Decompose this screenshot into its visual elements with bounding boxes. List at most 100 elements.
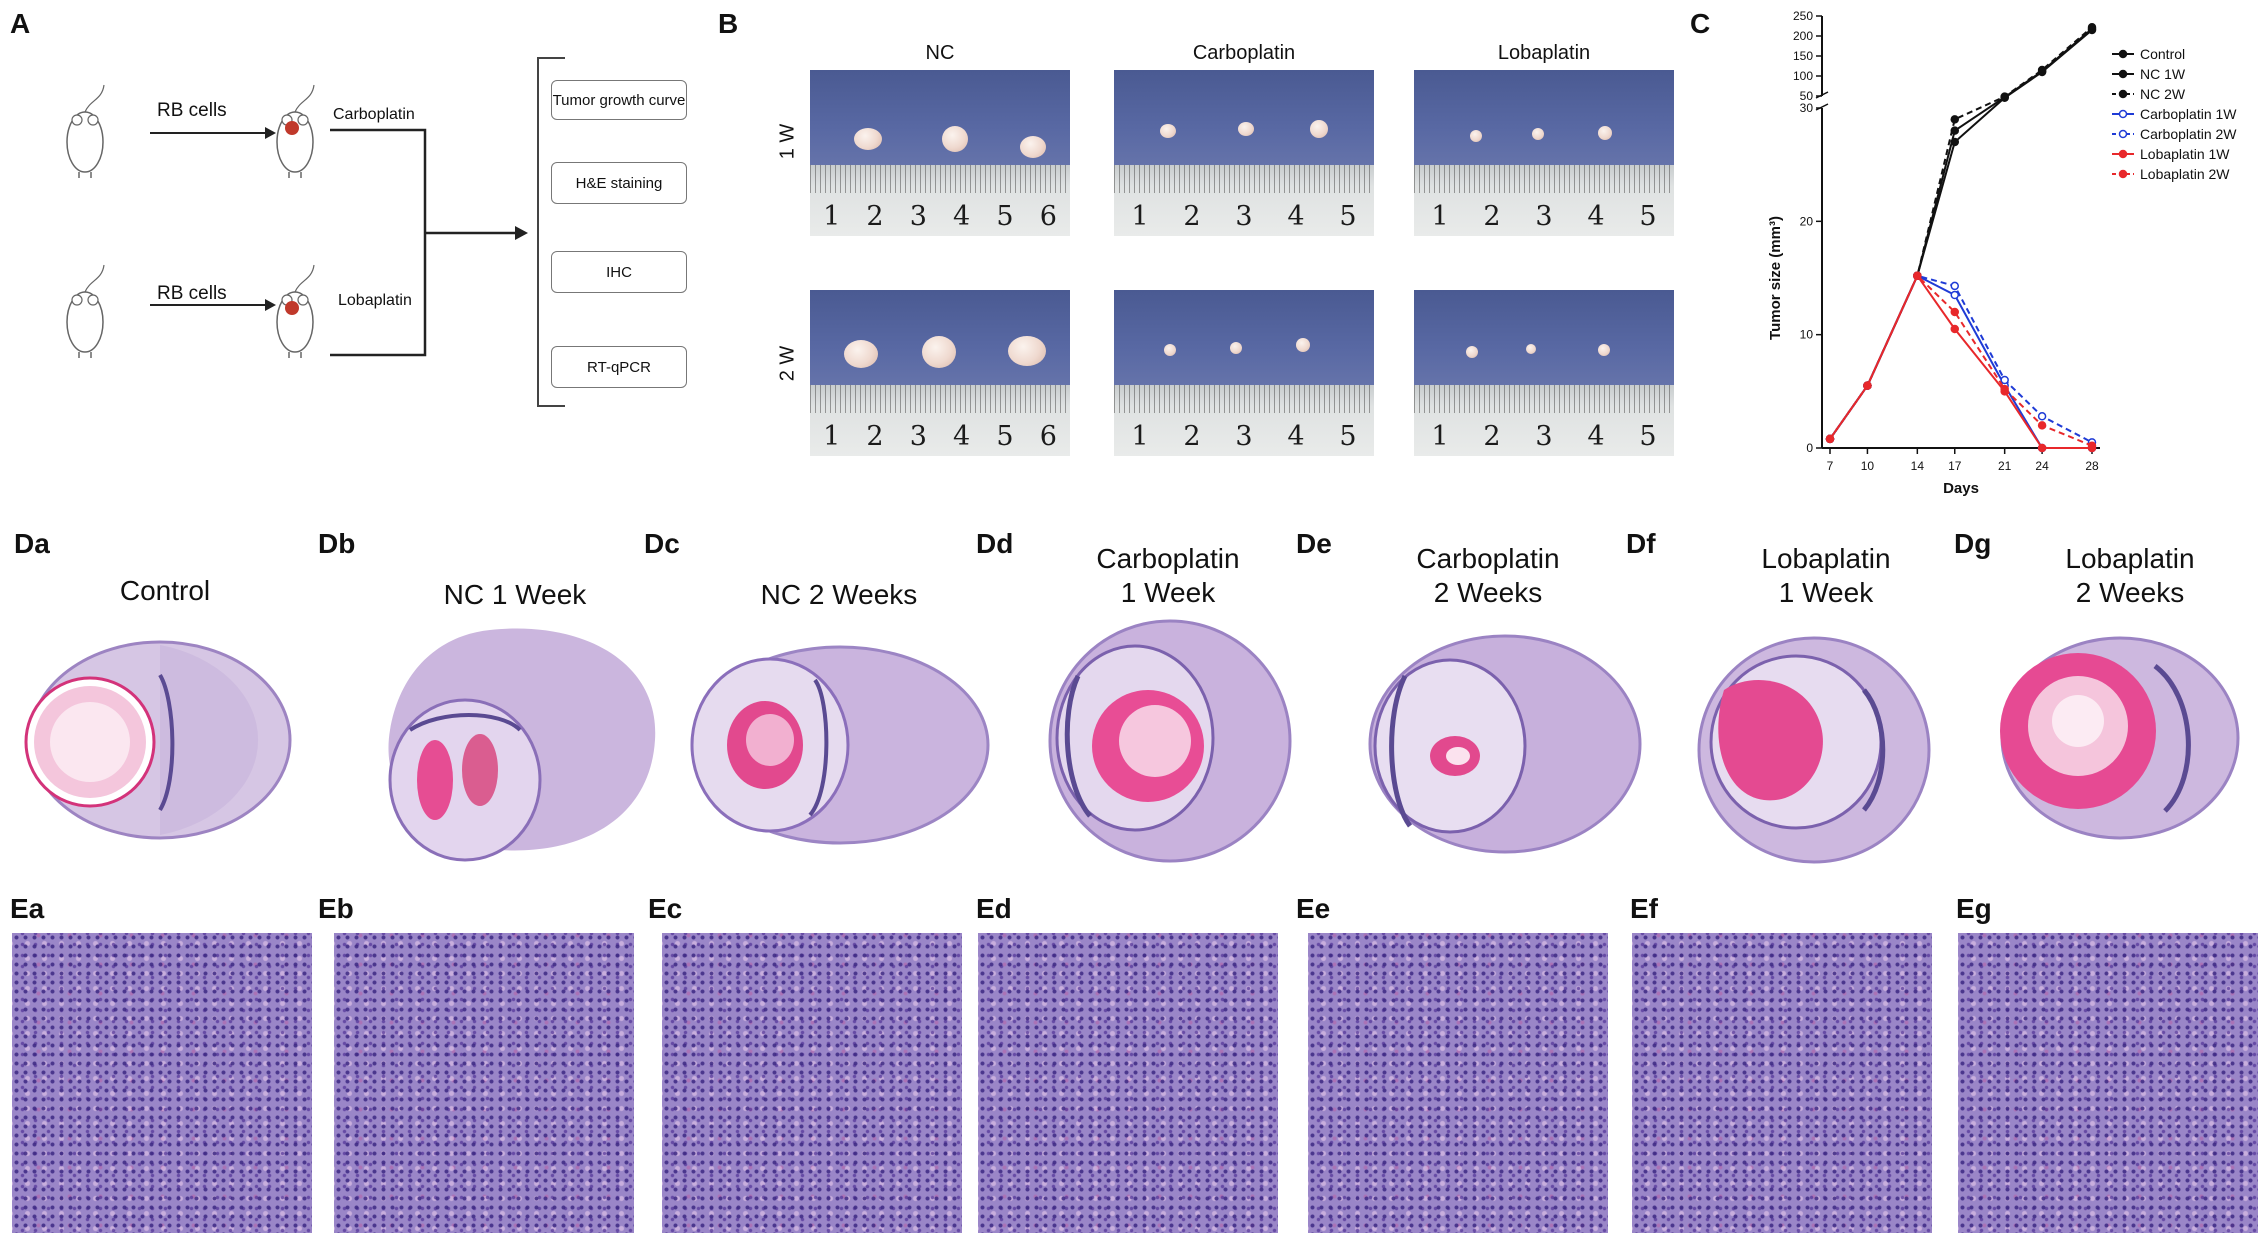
data-point [2037,443,2047,453]
x-tick-label: 17 [1948,459,1962,473]
ruler-number: 1 [823,421,841,452]
eye-section-lobaplatin-1-week [1697,636,1931,864]
treatment-label-carboplatin: Carboplatin [333,106,415,123]
histology-micrograph-carboplatin-1-week [978,933,1278,1233]
data-point [1950,324,1960,334]
panel-label-de: De [1296,528,1332,559]
x-axis-title: Days [1943,480,1979,497]
panel-label-eg: Eg [1956,893,1992,924]
histology-title-lobaplatin-2-weeks: Lobaplatin 2 Weeks [2065,543,2195,608]
panel-label-ee: Ee [1296,893,1331,924]
ruler-number: 6 [1039,201,1057,232]
panel-label-db: Db [318,528,356,559]
series-line [1829,28,2093,440]
panel-label-df: Df [1626,528,1656,559]
legend-marker [2118,89,2128,99]
panel-label-b: B [718,8,739,39]
eye-section-nc-1-week [388,628,656,862]
ruler-number: 1 [823,201,841,232]
eye-section-carboplatin-1-week [1048,619,1292,863]
panel-label-da: Da [14,528,50,559]
panel-label-dg: Dg [1954,528,1992,559]
flow-box-he-staining: H&E staining [551,162,687,204]
ruler-number: 3 [1235,201,1253,232]
histology-title-control: Control [119,575,211,606]
x-tick-label: 7 [1827,459,1834,473]
ruler-number: 2 [1483,201,1501,232]
legend-marker [2118,129,2128,139]
ruler-number: 5 [996,421,1014,452]
y-tick-label: 150 [1793,49,1813,63]
panel-label-ef: Ef [1630,893,1658,924]
legend-label: NC 2W [2140,86,2186,102]
row-label-2w: 2 W [776,345,799,382]
y-tick-label: 0 [1806,441,1813,455]
ruler-number: 5 [1639,421,1657,452]
ruler-number: 1 [1431,421,1449,452]
panel-label-eb: Eb [318,893,354,924]
histology-micrograph-lobaplatin-2-weeks [1958,933,2258,1233]
eye-section-nc-2-weeks [690,645,990,845]
treatment-label-lobaplatin: Lobaplatin [338,292,412,309]
series-line [1829,274,2093,444]
histology-title-carboplatin-1-week: Carboplatin 1 Week [1096,543,1240,608]
ruler-number: 2 [1183,201,1201,232]
ruler-number: 1 [1131,201,1149,232]
mouse-icon [66,84,105,178]
y-tick-label: 20 [1800,214,1814,228]
data-point [2037,412,2047,421]
y-tick-label: 250 [1793,9,1813,23]
data-point [1950,137,1960,147]
y-axis-title: Tumor size (mm³) [1767,216,1784,340]
x-tick-label: 24 [2035,459,2049,473]
ruler-number: 5 [1339,201,1357,232]
data-point [2037,65,2047,75]
data-point [2087,441,2097,450]
legend-label: Control [2140,46,2185,62]
legend-marker [2118,109,2128,119]
flow-box-tumor-growth-curve: Tumor growth curve [551,80,687,120]
data-point [2087,22,2097,32]
panel-label-a: A [10,8,31,39]
legend-label: Lobaplatin 2W [2140,166,2230,182]
eye-section-control [24,640,292,840]
data-point [2000,375,2009,385]
data-point [1950,307,1960,317]
ruler-number: 4 [1287,421,1305,452]
arrow-label-rb-cells-2: RB cells [157,283,227,304]
tumor-photo-lobaplatin-2w: 1 2 3 4 5 [1414,290,1674,456]
series-line [1829,274,2093,447]
column-header-carboplatin: Carboplatin [1192,42,1296,64]
data-point [1863,381,1872,390]
panel-label-ea: Ea [10,893,45,924]
ruler-number: 2 [1183,421,1201,452]
histology-micrograph-carboplatin-2-weeks [1308,933,1608,1233]
ruler-number: 4 [953,201,971,232]
legend-marker [2118,49,2128,59]
ruler-number: 4 [953,421,971,452]
column-header-lobaplatin: Lobaplatin [1497,42,1591,64]
ruler-number: 1 [1131,421,1149,452]
ruler-number: 1 [1431,201,1449,232]
arrow-label-rb-cells-1: RB cells [157,100,227,121]
histology-micrograph-control [12,933,312,1233]
panel-label-ec: Ec [648,893,683,924]
tumor-photo-lobaplatin-1w: 1 2 3 4 5 [1414,70,1674,236]
legend-marker [2118,169,2128,179]
y-tick-label: 200 [1793,29,1813,43]
row-label-1w: 1 W [776,123,799,160]
ruler-number: 3 [1535,201,1553,232]
panel-label-ed: Ed [976,893,1012,924]
ruler-number: 4 [1587,201,1605,232]
legend-marker [2118,149,2128,159]
ruler-number: 3 [909,421,927,452]
x-tick-label: 10 [1861,459,1875,473]
x-tick-label: 28 [2085,459,2099,473]
legend-label: Carboplatin 2W [2140,126,2237,142]
ruler-number: 3 [1235,421,1253,452]
ruler-number: 6 [1039,421,1057,452]
histology-title-nc-1-week: NC 1 Week [443,579,587,610]
y-tick-label: 100 [1793,69,1813,83]
mouse-with-tumor-icon [276,264,315,358]
